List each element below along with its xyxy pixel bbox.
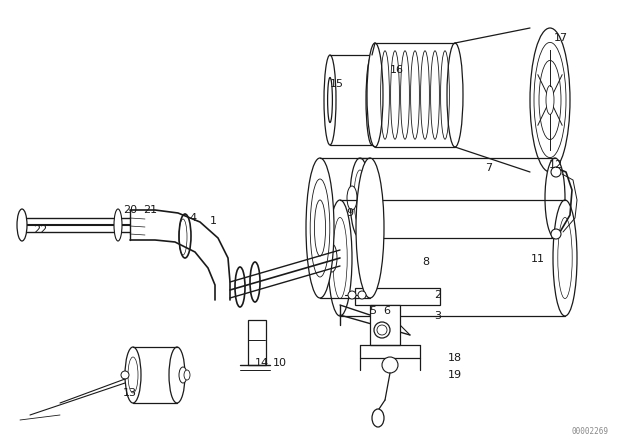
Text: 20: 20: [123, 205, 137, 215]
Ellipse shape: [179, 367, 187, 383]
Text: 22: 22: [33, 225, 47, 235]
Ellipse shape: [169, 347, 185, 403]
Ellipse shape: [366, 55, 378, 145]
Ellipse shape: [125, 347, 141, 403]
Text: 7: 7: [485, 163, 493, 173]
Ellipse shape: [328, 78, 332, 122]
Ellipse shape: [354, 170, 366, 226]
Text: 5: 5: [369, 306, 376, 316]
Text: 10: 10: [273, 358, 287, 368]
Ellipse shape: [382, 357, 398, 373]
Ellipse shape: [17, 209, 27, 241]
Ellipse shape: [324, 55, 336, 145]
Ellipse shape: [374, 322, 390, 338]
Text: 16: 16: [390, 65, 404, 75]
Ellipse shape: [447, 43, 463, 147]
Text: 11: 11: [531, 254, 545, 264]
Bar: [370, 305, 400, 345]
Ellipse shape: [310, 179, 330, 277]
Ellipse shape: [333, 217, 348, 299]
Ellipse shape: [551, 167, 561, 177]
Text: 00002269: 00002269: [572, 427, 609, 436]
Ellipse shape: [184, 370, 190, 380]
Ellipse shape: [372, 409, 384, 427]
Ellipse shape: [128, 357, 138, 393]
Bar: [248, 320, 266, 365]
Ellipse shape: [534, 43, 566, 158]
Text: 6: 6: [383, 306, 390, 316]
Text: 17: 17: [554, 33, 568, 43]
Text: 21: 21: [143, 205, 157, 215]
Ellipse shape: [530, 28, 570, 172]
Ellipse shape: [121, 371, 129, 379]
Text: 1: 1: [209, 216, 216, 226]
Text: 3: 3: [435, 311, 442, 321]
Ellipse shape: [551, 229, 561, 239]
Ellipse shape: [350, 158, 370, 238]
Ellipse shape: [328, 200, 352, 316]
Text: 18: 18: [448, 353, 462, 363]
Text: 4: 4: [189, 213, 196, 223]
Text: 15: 15: [330, 79, 344, 89]
Ellipse shape: [114, 209, 122, 241]
Text: 8: 8: [422, 257, 429, 267]
Text: 12: 12: [549, 160, 563, 170]
Text: 14: 14: [255, 358, 269, 368]
Text: 13: 13: [123, 388, 137, 398]
Ellipse shape: [558, 217, 572, 299]
Ellipse shape: [327, 244, 337, 272]
Ellipse shape: [539, 60, 561, 140]
Text: 2: 2: [435, 290, 442, 300]
Ellipse shape: [367, 43, 383, 147]
Text: 19: 19: [448, 370, 462, 380]
Ellipse shape: [306, 158, 334, 298]
Ellipse shape: [553, 200, 577, 316]
Ellipse shape: [348, 291, 356, 299]
Ellipse shape: [314, 200, 326, 256]
Text: 9: 9: [346, 208, 353, 218]
Ellipse shape: [377, 325, 387, 335]
Ellipse shape: [545, 158, 565, 238]
Ellipse shape: [358, 291, 366, 299]
Ellipse shape: [347, 186, 357, 210]
Ellipse shape: [356, 158, 384, 298]
Ellipse shape: [546, 86, 554, 114]
